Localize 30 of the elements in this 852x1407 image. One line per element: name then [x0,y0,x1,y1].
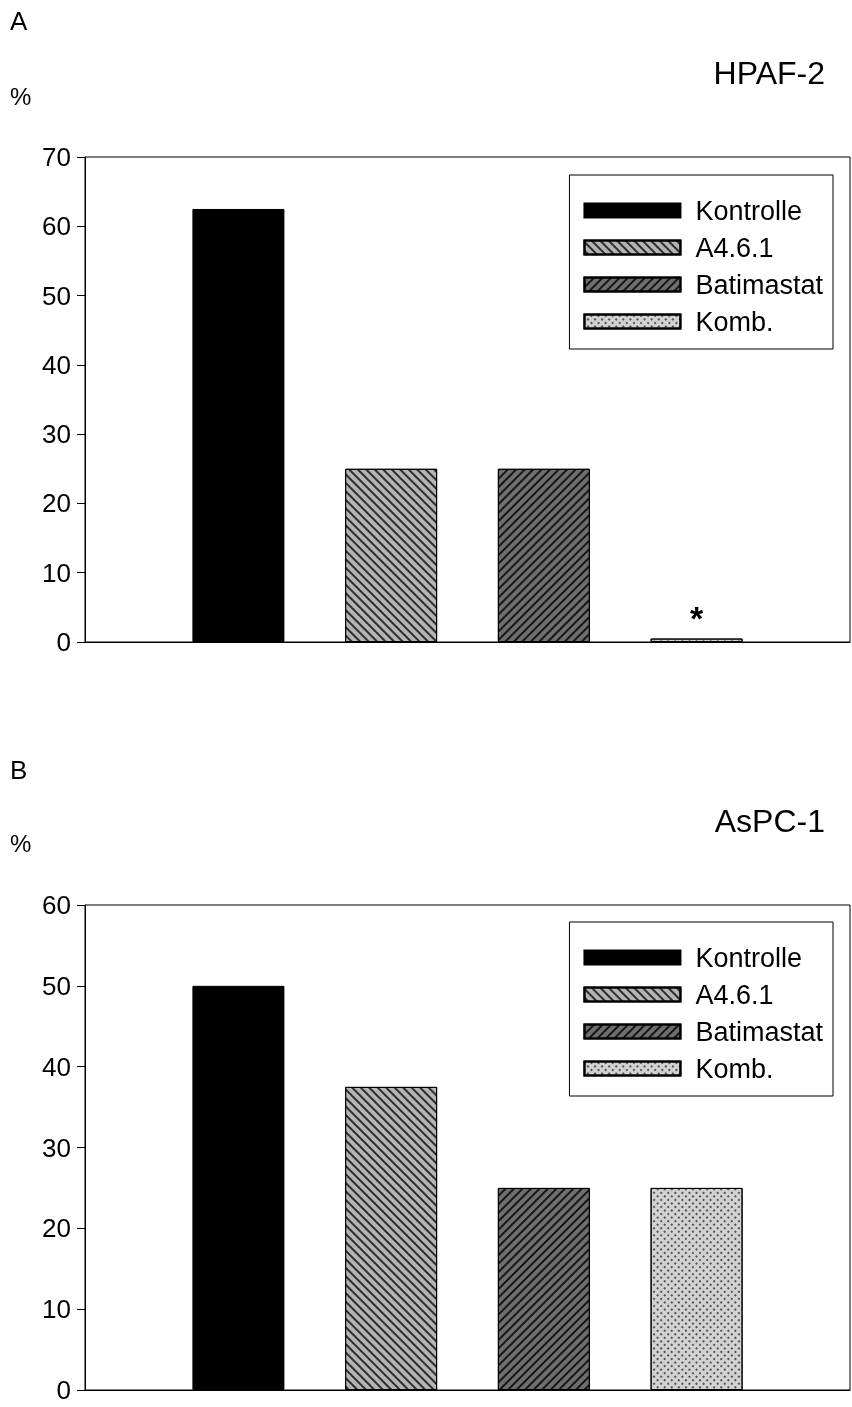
y-tick-label: 10 [42,557,71,588]
y-tick-label: 0 [56,1375,71,1405]
y-axis-title: % [10,82,32,110]
legend-label: A4.6.1 [695,979,774,1010]
legend-label: Batimastat [695,269,824,300]
y-tick-label: 30 [42,419,71,450]
legend-label: Batimastat [695,1016,824,1047]
chart-title: AsPC-1 [714,803,825,839]
legend-label: Kontrolle [695,942,803,973]
chart-title: HPAF-2 [713,55,825,91]
y-tick-label: 50 [42,970,71,1001]
y-tick-label: 10 [42,1294,71,1325]
text: A [10,6,28,36]
text: B [10,755,28,785]
y-tick-label: 0 [56,627,71,657]
y-tick-label: 70 [42,142,71,172]
legend-label: A4.6.1 [695,232,774,263]
y-tick-label: 60 [42,211,71,242]
legend-label: Komb. [695,1053,774,1084]
annotation: * [689,598,704,637]
legend-label: Komb. [695,306,774,337]
y-tick-label: 20 [42,488,71,519]
y-tick-label: 60 [42,890,71,920]
y-tick-label: 40 [42,349,71,380]
y-tick-label: 30 [42,1132,71,1163]
y-tick-label: 50 [42,280,71,311]
y-tick-label: 40 [42,1051,71,1082]
y-axis-title: % [10,829,32,857]
y-tick-label: 20 [42,1213,71,1244]
legend-label: Kontrolle [695,195,803,226]
